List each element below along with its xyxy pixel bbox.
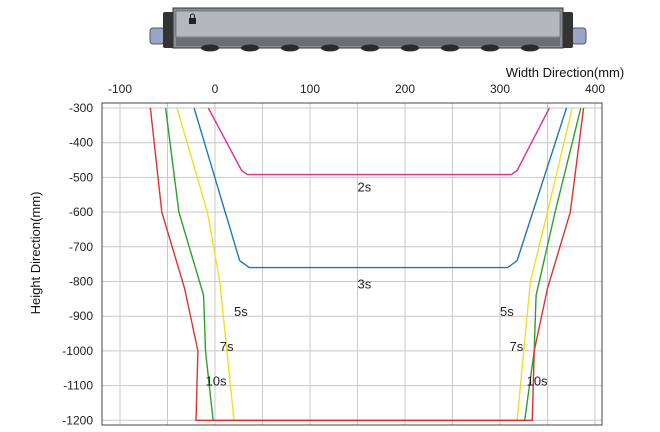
grid	[102, 103, 602, 425]
y-tick-label: -500	[69, 170, 93, 184]
ionizer-bar-illustration	[149, 7, 587, 52]
y-axis-title: Height Direction(mm)	[28, 192, 43, 315]
curve-label-2s: 2s	[358, 179, 372, 194]
y-tick-label: -600	[69, 205, 93, 219]
curve-label-7s: 7s	[510, 339, 524, 354]
y-tick-label: -400	[69, 136, 93, 150]
series-line-10s	[149, 107, 585, 421]
nozzle-8	[481, 44, 499, 52]
y-tick-label: -800	[69, 275, 93, 289]
nozzle-9	[521, 44, 539, 52]
nozzle-3	[281, 44, 299, 52]
nozzle-row	[201, 44, 539, 52]
series-line-2s	[207, 107, 551, 176]
nozzle-4	[321, 44, 339, 52]
bar-panel	[175, 10, 561, 38]
nozzle-2	[241, 44, 259, 52]
x-tick-label: 100	[300, 82, 320, 96]
y-tick-label: -700	[69, 240, 93, 254]
y-tick-label: -1000	[62, 344, 93, 358]
y-tick-label: -900	[69, 309, 93, 323]
curve-label-5s: 5s	[234, 304, 248, 319]
x-axis-title: Width Direction(mm)	[506, 65, 624, 80]
curve-label-7s: 7s	[220, 339, 234, 354]
curve-label-10s: 10s	[527, 374, 548, 389]
y-tick-label: -1200	[62, 413, 93, 427]
nozzle-5	[361, 44, 379, 52]
x-tick-label: 200	[395, 82, 415, 96]
curve-labels: 2s 3s 5s 5s 7s 7s 10s 10s	[206, 179, 549, 388]
curve-label-10s: 10s	[206, 374, 227, 389]
bar-bottom-strip	[176, 38, 560, 46]
nozzle-1	[201, 44, 219, 52]
y-tick-labels: -300 -400 -500 -600 -700 -800 -900 -1000 -1100 -1…	[62, 101, 93, 427]
nozzle-6	[401, 44, 419, 52]
series-line-7s	[164, 107, 582, 421]
nozzle-7	[441, 44, 459, 52]
x-tick-label: 400	[585, 82, 605, 96]
x-tick-label: 300	[490, 82, 510, 96]
lock-icon	[189, 13, 196, 24]
series-line-3s	[193, 107, 568, 269]
left-end-cap	[163, 12, 175, 48]
curve-label-3s: 3s	[358, 276, 372, 291]
right-end-cap	[561, 12, 573, 48]
x-tick-label: 0	[212, 82, 219, 96]
x-tick-labels: -100 0 100 200 300 400	[108, 82, 605, 96]
series-lines	[149, 107, 585, 421]
y-tick-label: -300	[69, 101, 93, 115]
plot-frame	[101, 102, 603, 426]
y-tick-label: -1100	[63, 379, 93, 393]
curve-label-5s: 5s	[500, 304, 514, 319]
x-tick-label: -100	[108, 82, 132, 96]
